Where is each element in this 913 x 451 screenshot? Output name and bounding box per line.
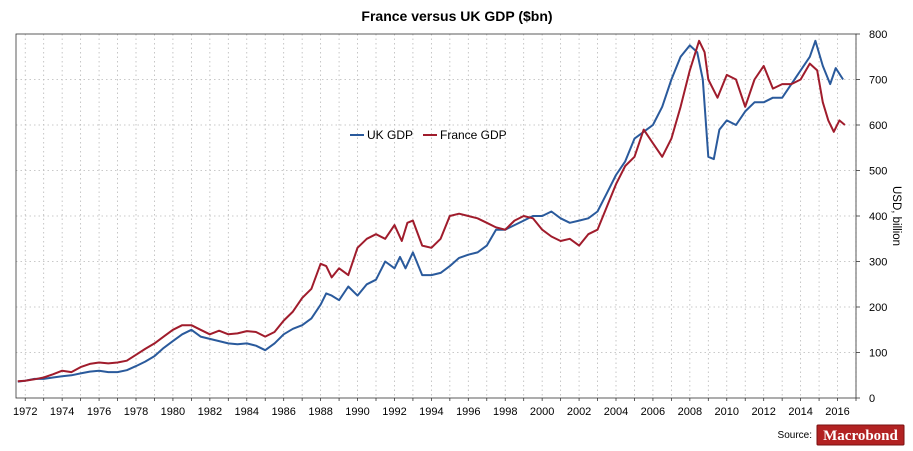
- y-tick-label: 100: [869, 348, 887, 360]
- x-tick-label: 2016: [825, 406, 849, 418]
- x-tick-label: 2008: [678, 406, 702, 418]
- x-tick-label: 1998: [493, 406, 517, 418]
- x-tick-label: 1976: [87, 406, 111, 418]
- y-tick-label: 200: [869, 302, 887, 314]
- series-line-france-gdp: [17, 39, 846, 383]
- x-tick-label: 1984: [235, 406, 259, 418]
- source-label: Source:: [778, 430, 812, 441]
- x-axis: 1972 1974 1976 1978 1980 1982 1984 1986 1988 1990…: [13, 398, 857, 418]
- x-tick-label: 2002: [567, 406, 591, 418]
- chart-title: France versus UK GDP ($bn): [361, 8, 552, 24]
- y-tick-label: 600: [869, 120, 887, 132]
- x-tick-label: 2000: [530, 406, 554, 418]
- x-tick-label: 1974: [50, 406, 74, 418]
- series-lines: [17, 39, 846, 383]
- x-tick-label: 2004: [604, 406, 628, 418]
- legend: UK GDP France GDP: [350, 128, 507, 142]
- x-tick-label: 2012: [751, 406, 775, 418]
- x-tick-label: 1990: [345, 406, 369, 418]
- x-tick-label: 1982: [198, 406, 222, 418]
- brand-label: Macrobond: [823, 428, 898, 444]
- y-axis-label: USD, billion: [890, 186, 902, 246]
- x-tick-label: 2010: [715, 406, 739, 418]
- y-tick-label: 300: [869, 257, 887, 269]
- x-tick-label: 1986: [271, 406, 295, 418]
- x-tick-label: 1994: [419, 406, 443, 418]
- x-tick-label: 1996: [456, 406, 480, 418]
- x-tick-label: 2006: [641, 406, 665, 418]
- y-tick-label: 400: [869, 211, 887, 223]
- x-tick-label: 2014: [788, 406, 812, 418]
- x-tick-label: 1980: [161, 406, 185, 418]
- y-tick-label: 500: [869, 166, 887, 178]
- grid: [16, 34, 857, 398]
- x-tick-label: 1988: [308, 406, 332, 418]
- y-tick-label: 700: [869, 75, 887, 87]
- x-tick-label: 1978: [124, 406, 148, 418]
- series-line-uk-gdp: [17, 39, 844, 383]
- y-tick-label: 0: [869, 393, 875, 405]
- y-tick-label: 800: [869, 29, 887, 41]
- y-axis: 0 100 200 300 400 500 600 700 800: [856, 29, 887, 405]
- x-tick-label: 1992: [382, 406, 406, 418]
- legend-label-france: France GDP: [440, 128, 507, 142]
- x-tick-label: 1972: [13, 406, 37, 418]
- legend-label-uk: UK GDP: [367, 128, 413, 142]
- macrobond-logo: Macrobond: [816, 424, 905, 446]
